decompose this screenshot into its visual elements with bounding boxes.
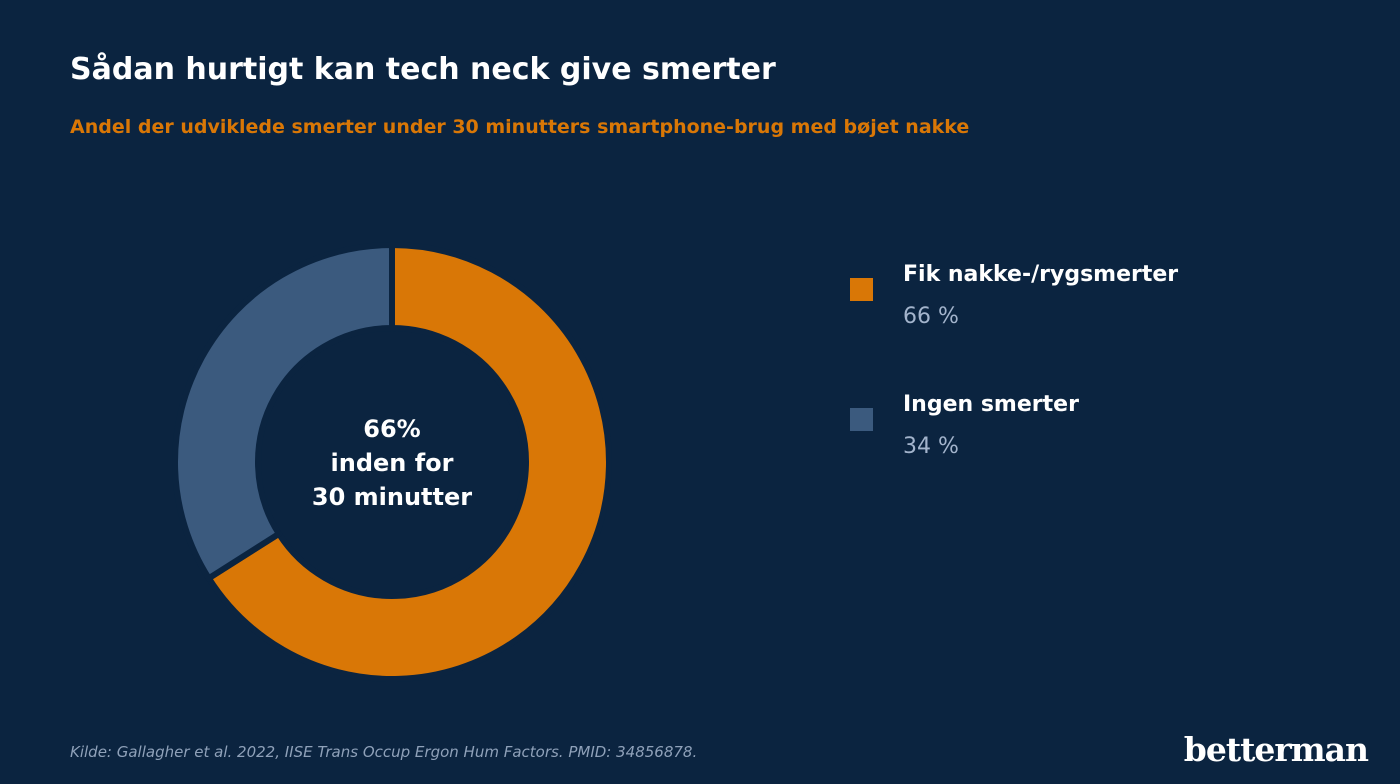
chart-title: Sådan hurtigt kan tech neck give smerter <box>70 52 776 87</box>
legend-value: 34 % <box>903 434 959 459</box>
legend-label: Fik nakke-/rygsmerter <box>903 262 1179 287</box>
brand-logo: betterman <box>1183 730 1369 769</box>
chart-subtitle: Andel der udviklede smerter under 30 min… <box>70 116 970 138</box>
legend-swatch <box>850 278 873 301</box>
center-label-line: 66% <box>363 415 421 443</box>
donut-slice-no-pain <box>172 241 395 583</box>
legend-label: Ingen smerter <box>903 392 1079 417</box>
donut-slice-pain <box>204 241 612 682</box>
center-label-line: inden for <box>330 449 454 477</box>
center-label-line: 30 minutter <box>311 483 473 511</box>
source-note: Kilde: Gallagher et al. 2022, IISE Trans… <box>70 743 698 761</box>
legend-value: 66 % <box>903 304 959 329</box>
legend-swatch <box>850 408 873 431</box>
donut-center-label: 66% inden for 30 minutter <box>272 412 512 514</box>
